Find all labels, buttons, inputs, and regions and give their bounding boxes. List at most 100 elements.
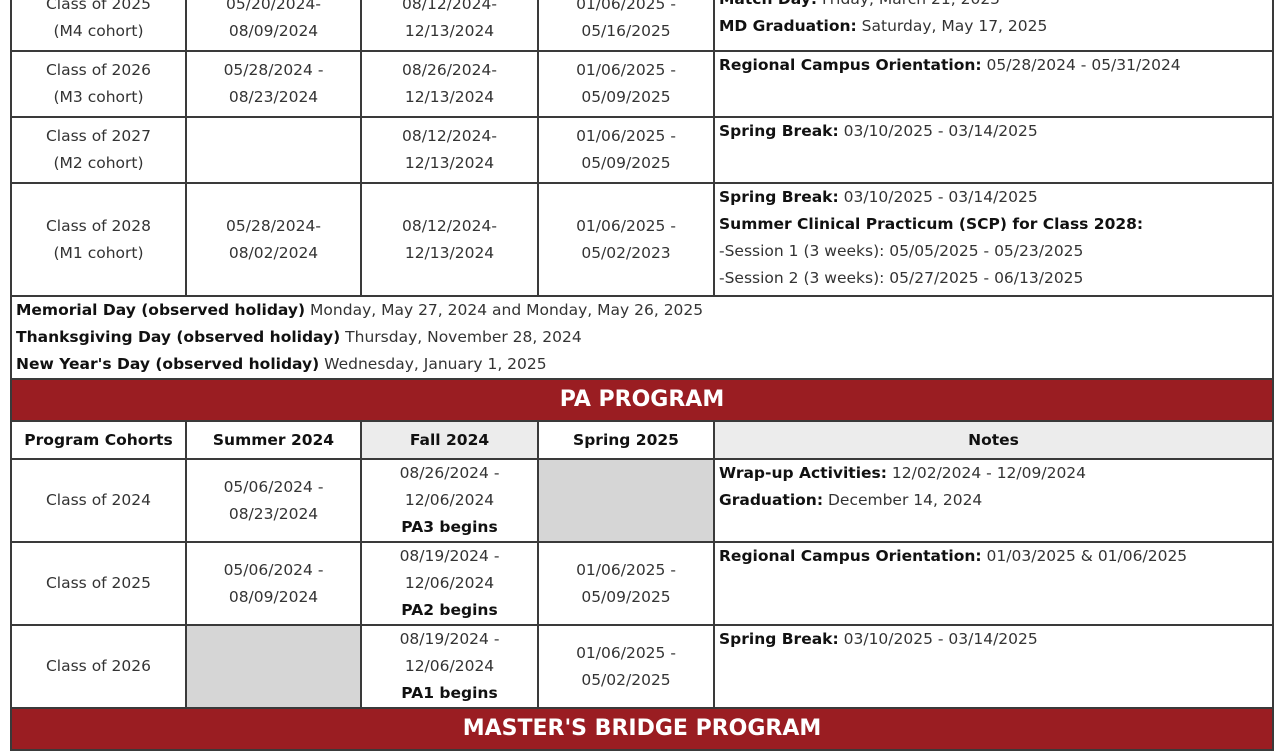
fall-cell: 08/12/2024- 12/13/2024 — [360, 0, 539, 52]
table-row: Class of 2027 (M2 cohort) 08/12/2024- 12/13… — [10, 116, 1274, 184]
note-label: Spring Break: — [719, 188, 839, 206]
cell-line: 05/02/2025 — [581, 670, 671, 689]
note-label: Spring Break: — [719, 630, 839, 648]
cohort-cell: Class of 2026 (M3 cohort) — [10, 50, 187, 118]
section-title: PA PROGRAM — [10, 378, 1274, 422]
spring-cell: 01/06/2025 - 05/09/2025 — [537, 541, 715, 626]
cell-line: Class of 2024 — [45, 491, 152, 509]
holiday: Memorial Day (observed holiday) Monday, … — [16, 298, 1268, 324]
cell-line: 08/23/2024 — [228, 504, 319, 523]
note-label: Spring Break: — [719, 122, 839, 140]
holidays-cell: Memorial Day (observed holiday) Monday, … — [10, 295, 1274, 380]
cell-line: 08/02/2024 — [228, 243, 319, 262]
holiday-text: Thursday, November 28, 2024 — [345, 328, 582, 346]
cell-line: 01/06/2025 - — [576, 61, 676, 79]
holiday: Thanksgiving Day (observed holiday) Thur… — [16, 324, 1268, 351]
table-row: Class of 2026 (M3 cohort) 05/28/2024 - 08/2… — [10, 50, 1274, 118]
cell-line: 12/06/2024 — [404, 574, 495, 592]
note-label: Regional Campus Orientation: — [719, 547, 982, 565]
note-label: Graduation: — [719, 491, 824, 509]
note-label: MD Graduation: — [719, 17, 857, 35]
cell-line: 08/12/2024- — [402, 127, 497, 145]
note: Match Day: Friday, March 21, 2025 — [719, 0, 1268, 13]
fall-cell: 08/19/2024 - 12/06/2024 PA1 begins — [360, 624, 539, 709]
table-row: Program Cohorts Summer 2024 Fall 2024 Sprin… — [10, 420, 1274, 460]
cell-line: 12/13/2024 — [404, 88, 495, 106]
cell-line: (M4 cohort) — [53, 22, 144, 40]
cell-line: 05/28/2024 - — [223, 61, 324, 79]
spring-cell: 01/06/2025 - 05/02/2023 — [537, 182, 715, 297]
cohort-cell: Class of 2026 — [10, 624, 187, 709]
holiday-text: Monday, May 27, 2024 and Monday, May 26,… — [310, 301, 704, 319]
note-text: Saturday, May 17, 2025 — [861, 17, 1048, 35]
calendar-table: Class of 2025 (M4 cohort) 05/20/2024- 08/09… — [10, 0, 1274, 751]
page: Class of 2025 (M4 cohort) 05/20/2024- 08/09… — [10, 0, 1274, 751]
cell-line: 05/09/2025 — [581, 154, 671, 172]
holiday-text: Wednesday, January 1, 2025 — [324, 355, 547, 373]
table-row: PA PROGRAM — [10, 378, 1274, 422]
note: Regional Campus Orientation: 05/28/2024 … — [719, 53, 1268, 79]
holiday-label: Memorial Day (observed holiday) — [16, 301, 306, 319]
spring-cell: 01/06/2025 - 05/09/2025 — [537, 116, 715, 184]
notes-cell: Spring Break: 03/10/2025 - 03/14/2025 — [713, 116, 1274, 184]
cell-line: Class of 2026 — [45, 657, 152, 675]
note-text: 01/03/2025 & 01/06/2025 — [986, 547, 1188, 565]
cohort-cell: Class of 2025 (M4 cohort) — [10, 0, 187, 52]
note-text: -Session 2 (3 weeks): 05/27/2025 - 06/13… — [719, 269, 1084, 287]
holiday-label: Thanksgiving Day (observed holiday) — [16, 328, 341, 346]
note: MD Graduation: Saturday, May 17, 2025 — [719, 13, 1268, 40]
table-row: Memorial Day (observed holiday) Monday, … — [10, 295, 1274, 380]
fall-cell: 08/12/2024- 12/13/2024 — [360, 182, 539, 297]
cell-line: Class of 2025 — [45, 574, 152, 592]
spring-cell: 01/06/2025 - 05/02/2025 — [537, 624, 715, 709]
holiday: New Year's Day (observed holiday) Wednes… — [16, 351, 1268, 377]
column-header: Fall 2024 — [360, 420, 539, 460]
summer-cell: 05/06/2024 - 08/23/2024 — [185, 458, 362, 543]
cohort-cell: Class of 2025 — [10, 541, 187, 626]
summer-cell: 05/20/2024- 08/09/2024 — [185, 0, 362, 52]
column-header: Program Cohorts — [10, 420, 187, 460]
cell-line: 08/09/2024 — [228, 587, 319, 606]
note-text: Friday, March 21, 2025 — [822, 0, 1000, 8]
spring-cell: 01/06/2025 - 05/09/2025 — [537, 50, 715, 118]
cell-line: 01/06/2025 - — [576, 0, 676, 13]
notes-cell: Spring Break: 03/10/2025 - 03/14/2025 Sum… — [713, 182, 1274, 297]
note: Spring Break: 03/10/2025 - 03/14/2025 — [719, 185, 1268, 211]
holiday-label: New Year's Day (observed holiday) — [16, 355, 320, 373]
note: -Session 1 (3 weeks): 05/05/2025 - 05/23… — [719, 238, 1268, 265]
note-text: 12/02/2024 - 12/09/2024 — [891, 464, 1087, 482]
cohort-cell: Class of 2028 (M1 cohort) — [10, 182, 187, 297]
summer-cell: 05/28/2024 - 08/23/2024 — [185, 50, 362, 118]
cell-line: 08/12/2024- — [402, 216, 497, 235]
cell-line: 01/06/2025 - — [576, 560, 676, 579]
note-text: 03/10/2025 - 03/14/2025 — [843, 630, 1038, 648]
fall-note: PA1 begins — [401, 684, 498, 702]
cell-line: Class of 2026 — [45, 61, 152, 79]
cell-line: 12/13/2024 — [404, 243, 495, 262]
cohort-cell: Class of 2027 (M2 cohort) — [10, 116, 187, 184]
cell-line: 01/06/2025 - — [576, 127, 676, 145]
notes-cell: Spring Break: 03/10/2025 - 03/14/2025 — [713, 624, 1274, 709]
note: Regional Campus Orientation: 01/03/2025 … — [719, 544, 1268, 570]
table-row: Class of 2025 (M4 cohort) 05/20/2024- 08/09… — [10, 0, 1274, 52]
fall-note: PA3 begins — [401, 518, 498, 536]
cell-line: 08/19/2024 - — [399, 630, 500, 648]
table-row: Class of 2026 08/19/2024 - 12/06/2024 PA1 b… — [10, 624, 1274, 709]
note-text: 03/10/2025 - 03/14/2025 — [843, 188, 1038, 206]
fall-note: PA2 begins — [401, 601, 498, 619]
notes-cell: Regional Campus Orientation: 05/28/2024 … — [713, 50, 1274, 118]
cell-line: 05/28/2024- — [226, 216, 321, 235]
note-text: -Session 1 (3 weeks): 05/05/2025 - 05/23… — [719, 242, 1084, 260]
calendar: Class of 2025 (M4 cohort) 05/20/2024- 08/09… — [10, 0, 1274, 751]
column-header: Spring 2025 — [537, 420, 715, 460]
note: Wrap-up Activities: 12/02/2024 - 12/09/2… — [719, 461, 1268, 487]
notes-cell: Regional Campus Orientation: 01/03/2025 … — [713, 541, 1274, 626]
cell-line: 12/13/2024 — [404, 22, 495, 40]
cell-line: 01/06/2025 - — [576, 643, 676, 662]
cell-line: 05/09/2025 — [581, 587, 671, 606]
note-label: Regional Campus Orientation: — [719, 56, 982, 74]
cell-line: 05/20/2024- — [226, 0, 321, 13]
summer-cell: 05/06/2024 - 08/09/2024 — [185, 541, 362, 626]
cell-line: 08/12/2024- — [402, 0, 497, 13]
cell-line: (M3 cohort) — [53, 88, 144, 106]
